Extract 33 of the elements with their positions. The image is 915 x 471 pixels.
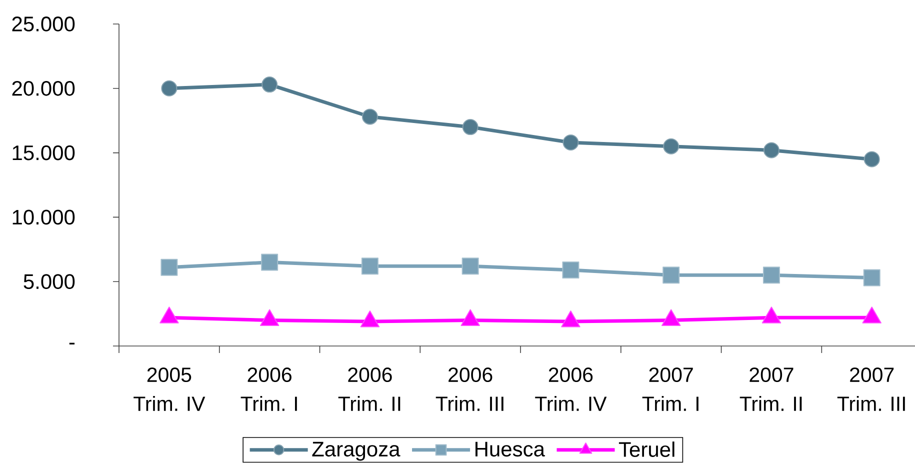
- legend-label: Huesca: [476, 442, 545, 457]
- point: [460, 309, 480, 326]
- point: [360, 310, 380, 328]
- point: [260, 309, 280, 326]
- point: [762, 306, 782, 324]
- x-tick-label: 2007 Trim. I: [642, 368, 698, 411]
- point: [362, 108, 378, 125]
- point: [262, 76, 278, 93]
- y-tick-label: 5.000: [24, 274, 75, 290]
- y-tick-label: -: [69, 342, 75, 344]
- point: [663, 138, 680, 154]
- point: [662, 309, 681, 326]
- point: [562, 134, 579, 150]
- legend-label: Zaragoza: [312, 442, 400, 461]
- point: [561, 310, 580, 328]
- point: [864, 151, 880, 168]
- x-tick-label: 2006 Trim. I: [240, 368, 297, 411]
- x-tick-label: 2006 Trim. II: [338, 368, 400, 411]
- point: [160, 306, 179, 324]
- point: [161, 80, 178, 96]
- y-tick-label: 15.000: [12, 145, 75, 160]
- point: [763, 142, 780, 158]
- x-tick-label: 2005 Trim. IV: [134, 368, 206, 411]
- y-tick-label: 20.000: [12, 80, 75, 96]
- y-tick-label: 25.000: [12, 16, 75, 32]
- legend-label: Teruel: [618, 442, 674, 457]
- point: [862, 306, 882, 324]
- x-tick-label: 2006 Trim. IV: [535, 368, 607, 411]
- x-tick-label: 2006 Trim. III: [436, 368, 504, 411]
- point: [462, 119, 478, 136]
- x-tick-label: 2007 Trim. II: [740, 368, 802, 411]
- x-tick-label: 2007 Trim. III: [837, 368, 905, 411]
- y-tick-label: 10.000: [12, 210, 75, 225]
